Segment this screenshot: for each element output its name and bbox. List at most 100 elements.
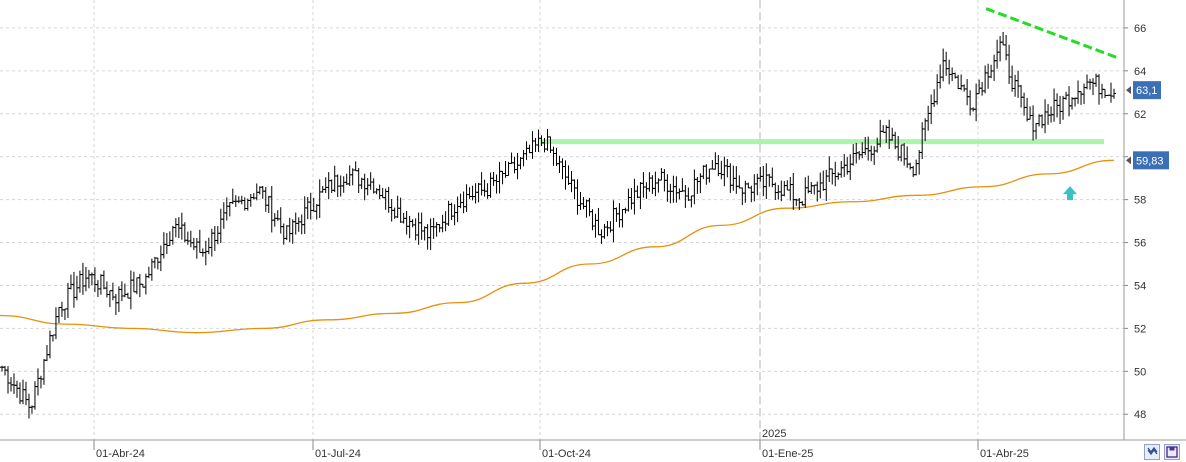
price-bar	[425, 224, 430, 250]
price-bar	[584, 199, 589, 218]
price-bar	[467, 187, 472, 199]
price-bar	[113, 294, 118, 315]
price-bar	[164, 233, 169, 255]
price-bar	[1001, 31, 1006, 46]
price-bar	[248, 193, 253, 207]
price-bar	[767, 173, 772, 187]
price-bar	[422, 226, 427, 241]
price-bar	[26, 393, 31, 419]
price-bar	[119, 281, 124, 302]
price-bar	[773, 182, 778, 201]
price-bar	[704, 164, 709, 185]
price-bar	[1010, 65, 1015, 92]
price-bar	[710, 160, 715, 170]
ma-price-tag: 59,83	[1126, 151, 1169, 170]
price-bar	[764, 163, 769, 199]
price-bar	[152, 256, 157, 269]
price-bar	[860, 142, 865, 159]
save-button[interactable]	[1164, 444, 1180, 460]
y-tick-label: 48	[1134, 409, 1146, 421]
scale-icon	[1147, 446, 1158, 456]
price-bar	[674, 176, 679, 203]
price-bar	[464, 184, 469, 213]
price-bar	[173, 218, 178, 238]
price-bar	[377, 184, 382, 200]
price-bar	[935, 74, 940, 105]
last-price-tag: 63,1	[1126, 81, 1161, 100]
price-bar	[995, 39, 1000, 69]
price-bar	[44, 344, 49, 362]
price-bar	[641, 172, 646, 198]
price-bar	[848, 154, 853, 181]
price-bar	[932, 89, 937, 107]
price-bar	[365, 178, 370, 196]
price-bar	[182, 222, 187, 243]
price-bar	[818, 172, 823, 199]
price-bar	[1109, 82, 1114, 103]
price-bar	[356, 168, 361, 194]
year-label: 2025	[762, 428, 786, 440]
price-bar	[329, 179, 334, 194]
price-bar	[737, 175, 742, 189]
price-bar	[890, 127, 895, 141]
price-bar	[350, 168, 355, 186]
ma-price-tag-box	[1133, 151, 1169, 170]
price-bar	[362, 173, 367, 201]
price-bar	[917, 150, 922, 175]
price-bar	[428, 218, 433, 251]
price-bars	[0, 31, 1116, 419]
price-bar	[986, 63, 991, 89]
y-tick-label: 54	[1134, 280, 1146, 292]
ma-price-tag-text: 59,83	[1136, 155, 1164, 167]
price-bar	[410, 219, 415, 228]
price-bar	[5, 366, 10, 394]
price-bar	[14, 380, 19, 398]
price-bar	[302, 196, 307, 234]
price-bar	[1079, 91, 1084, 105]
price-bar	[407, 215, 412, 239]
price-bar	[680, 178, 685, 192]
price-bar	[161, 232, 166, 259]
last-price-tag-box	[1133, 81, 1161, 100]
price-bar	[2, 365, 7, 376]
price-bar	[608, 221, 613, 233]
price-bar	[839, 161, 844, 178]
last-price-tag-text: 63,1	[1136, 85, 1157, 97]
price-bar	[980, 82, 985, 96]
scale-toggle-button[interactable]	[1144, 444, 1160, 460]
price-bar	[194, 238, 199, 259]
price-bar	[998, 36, 1003, 62]
price-bar	[635, 185, 640, 199]
price-bar	[38, 375, 43, 389]
price-bar	[404, 210, 409, 235]
price-bar	[266, 195, 271, 213]
price-bar	[1058, 95, 1063, 125]
price-bar	[734, 166, 739, 194]
price-bar	[821, 170, 826, 191]
downtrend-line	[985, 7, 1119, 60]
price-bar	[956, 74, 961, 90]
price-bar	[341, 176, 346, 193]
price-bar	[1094, 73, 1099, 87]
y-tick-label: 52	[1134, 323, 1146, 335]
price-bar	[782, 180, 787, 197]
price-bar	[491, 171, 496, 186]
y-tick-label: 56	[1134, 238, 1146, 250]
price-bar	[1019, 84, 1024, 108]
price-bar	[77, 270, 82, 293]
price-bar	[629, 188, 634, 210]
price-bar	[101, 270, 106, 290]
price-bar	[563, 160, 568, 190]
price-bar	[779, 180, 784, 202]
price-bar	[458, 193, 463, 209]
price-bar	[869, 145, 874, 162]
moving-average	[0, 159, 1115, 334]
price-bar	[488, 172, 493, 198]
y-tick-label: 64	[1134, 66, 1146, 78]
price-bar	[758, 166, 763, 182]
price-bar	[305, 196, 310, 220]
price-bar	[167, 231, 172, 246]
price-bar	[833, 161, 838, 187]
price-bar	[803, 177, 808, 208]
